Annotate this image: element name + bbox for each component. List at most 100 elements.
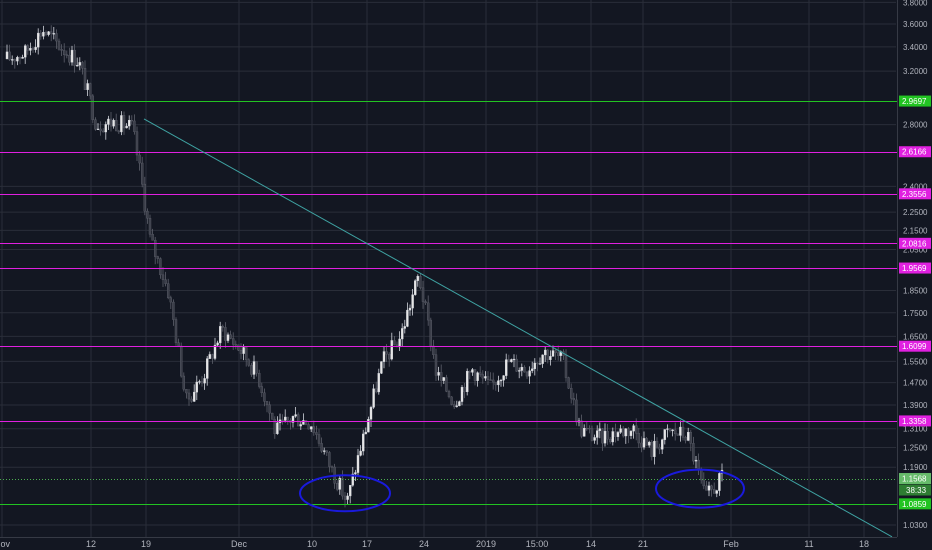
candle (705, 485, 708, 491)
candle (637, 433, 640, 444)
candle (200, 381, 204, 384)
candle (135, 131, 139, 156)
candle (707, 485, 711, 491)
candle (224, 327, 227, 341)
candle (606, 430, 609, 440)
candle (372, 388, 375, 408)
x-tick-label: 15:00 (526, 539, 549, 549)
candle (616, 432, 620, 437)
candle (635, 425, 638, 434)
candle (715, 490, 718, 494)
candle (481, 374, 484, 379)
y-tick-label: 2.2500 (903, 208, 928, 217)
candle (302, 420, 305, 425)
highlight-ellipse[interactable] (655, 468, 745, 509)
price-axis (897, 0, 932, 550)
y-tick-label: 3.2000 (903, 67, 928, 76)
candle (541, 354, 544, 364)
candle (271, 412, 274, 420)
candle (434, 354, 438, 376)
candle (528, 370, 531, 377)
x-tick-label: 18 (859, 539, 869, 549)
level-badge (899, 188, 931, 200)
candle (453, 404, 456, 407)
candle (343, 495, 347, 500)
candle (73, 49, 76, 66)
y-tick-label: 1.8500 (903, 287, 928, 296)
candle (312, 426, 315, 433)
candle (697, 459, 700, 470)
candle (484, 376, 487, 379)
candle (273, 419, 276, 435)
candle (588, 428, 591, 430)
trendline[interactable] (143, 118, 893, 538)
level-badge-label: 1.0859 (902, 500, 927, 509)
candle (572, 397, 575, 401)
candle (258, 372, 261, 387)
candle (385, 351, 388, 355)
candle (531, 368, 534, 371)
candle (486, 376, 490, 380)
candle (611, 431, 614, 443)
candle (564, 355, 568, 378)
candle (208, 354, 212, 359)
candle (668, 428, 672, 432)
candle (244, 347, 248, 361)
candle (218, 326, 222, 344)
candle (525, 371, 529, 377)
candle (590, 428, 594, 441)
candle (658, 446, 661, 450)
candle (520, 367, 523, 371)
level-badge (899, 498, 931, 510)
level-badge (899, 95, 931, 107)
y-tick-label: 1.0300 (903, 521, 928, 530)
candle (369, 407, 373, 420)
candle (650, 441, 653, 457)
candle (13, 59, 17, 62)
highlight-ellipse[interactable] (299, 474, 391, 513)
candle (42, 31, 45, 37)
candle (156, 256, 160, 259)
candle (554, 350, 557, 354)
candle (291, 415, 295, 423)
candle (713, 489, 716, 494)
candle (622, 428, 625, 437)
candle (172, 301, 175, 320)
candle (575, 399, 578, 423)
candle (153, 240, 157, 257)
y-tick-label: 2.8000 (903, 121, 928, 130)
candle (346, 495, 349, 500)
candle (375, 388, 378, 393)
candle (689, 432, 692, 444)
x-tick-label: 10 (307, 539, 317, 549)
candle (455, 405, 458, 407)
candle (140, 162, 144, 185)
candle (161, 274, 165, 280)
candle (710, 485, 713, 490)
x-tick-label: 17 (362, 539, 372, 549)
level-badge-label: 1.3358 (902, 417, 927, 426)
candle (120, 115, 123, 133)
candle (499, 379, 503, 382)
y-tick-label: 1.3900 (903, 401, 928, 410)
y-tick-label: 3.6000 (903, 20, 928, 29)
candle (26, 45, 29, 51)
candle (432, 345, 435, 355)
x-tick-label: 24 (419, 539, 429, 549)
candle (325, 450, 328, 453)
countdown-label: 38:33 (906, 486, 927, 495)
candle (364, 431, 367, 435)
candle (718, 473, 721, 491)
candle (101, 130, 105, 133)
candle (666, 428, 669, 430)
candle (117, 130, 121, 133)
candle (416, 276, 419, 281)
x-tick-label: 11 (804, 539, 813, 549)
candle (512, 358, 516, 361)
candle (403, 326, 406, 329)
candle (96, 128, 100, 130)
candle (234, 344, 238, 346)
candle (294, 414, 297, 417)
candle (52, 33, 55, 35)
